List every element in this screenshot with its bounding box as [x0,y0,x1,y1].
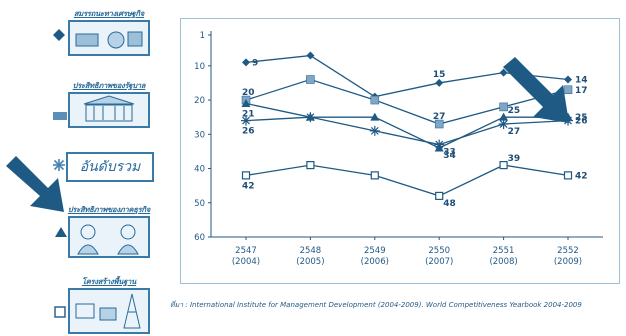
open-square-marker-icon [54,306,66,318]
series-line-overall [245,116,569,146]
y-tick-label: 40 [194,165,205,175]
data-point-diamond [306,51,315,60]
x-tick-sublabel: (2005) [296,257,324,267]
data-point-diamond [435,78,444,87]
data-label: 42 [242,181,255,191]
data-point-triangle [499,112,509,121]
data-point-square-filled [563,85,573,95]
triangle-marker-icon [55,227,67,237]
data-point-asterisk [498,119,509,130]
data-point-asterisk [241,115,251,126]
data-label: 14 [575,76,588,86]
legend-business: ประสิทธิภาพของภาคธุรกิจ [50,204,168,258]
data-label: 20 [242,88,255,98]
x-tick-label: 2551 [493,246,515,256]
data-point-triangle [305,112,315,121]
data-point-square-filled [370,95,380,105]
line-chart: 11020304050602547(2004)2548(2005)2549(20… [194,31,603,267]
data-label: 27 [508,127,521,137]
legend-government: ประสิทธิภาพของรัฐบาล [50,80,168,128]
data-label: 39 [508,154,521,164]
data-point-square-open [241,171,251,180]
x-tick-label: 2547 [235,246,257,256]
x-tick-label: 2548 [300,246,322,256]
data-label: 33 [443,148,456,158]
economy-picture-icon [68,20,150,56]
data-point-triangle [241,98,251,107]
x-tick-label: 2549 [364,246,386,256]
data-label: 26 [575,117,588,127]
data-point-square-open [306,161,315,170]
legend-overall: อันดับรวม [66,152,154,182]
series-line-business [245,102,568,149]
data-point-diamond [499,68,508,77]
data-label: 26 [242,127,255,137]
x-tick-sublabel: (2004) [232,257,260,267]
data-label: 25 [575,113,588,123]
data-point-square-filled [306,75,315,84]
data-point-square-filled [434,119,444,129]
data-label: 21 [242,109,255,119]
data-point-square-open [563,171,573,180]
diamond-marker-icon [53,29,65,41]
x-tick-sublabel: (2008) [489,257,517,267]
x-tick-label: 2550 [428,246,450,256]
data-point-square-open [435,191,444,201]
chart-panel: 1 10 20 30 40 50 60 2547 (2004) 2548 (2005) 2549 (20… [180,18,620,284]
y-tick-label: 30 [194,130,205,140]
highlight-arrow-chart-icon [503,57,569,123]
legend-infrastructure-label: โครงสร้างพื้นฐาน [81,277,137,286]
y-tick-label: 60 [194,233,205,243]
data-label: 25 [508,106,521,116]
data-label: 15 [433,70,446,80]
source-note: ที่มา : International Institute for Mana… [170,301,582,309]
data-point-triangle [434,143,444,152]
data-point-square-open [370,171,379,180]
data-label: 9 [252,58,258,68]
legend-business-label: ประสิทธิภาพของภาคธุรกิจ [67,205,151,214]
legend-economic-label: สมรรถนะทางเศรษฐกิจ [73,9,145,18]
asterisk-marker-icon [53,159,65,171]
data-point-diamond [242,58,250,67]
legend-government-label: ประสิทธิภาพของรัฐบาล [72,81,146,90]
data-point-triangle [370,112,380,121]
y-tick-label: 1 [200,31,205,41]
data-point-diamond [564,75,572,84]
y-tick-label: 10 [194,62,205,72]
highlight-arrow-left-icon [6,156,64,212]
y-tick-label: 50 [194,199,205,209]
x-tick-label: 2552 [557,246,579,256]
data-label: 48 [443,199,456,209]
government-building-icon [68,92,150,128]
legend-infrastructure: โครงสร้างพื้นฐาน [50,276,168,334]
data-label: 17 [575,86,588,96]
data-point-square-open [499,161,508,170]
data-label: 27 [433,112,446,122]
series-line-government [245,78,569,125]
x-tick-sublabel: (2007) [425,257,453,267]
data-point-asterisk [369,125,380,136]
x-tick-sublabel: (2009) [554,257,582,267]
data-label: 42 [575,171,588,181]
y-tick-label: 20 [194,96,205,106]
series-line-infrastructure [245,164,569,197]
data-point-square-filled [499,102,508,112]
data-label: 34 [443,151,456,161]
legend-economic: สมรรถนะทางเศรษฐกิจ [50,8,168,56]
square-marker-icon [53,112,67,120]
x-tick-sublabel: (2006) [361,257,389,267]
business-people-icon [68,216,150,258]
infrastructure-icon [68,288,150,334]
